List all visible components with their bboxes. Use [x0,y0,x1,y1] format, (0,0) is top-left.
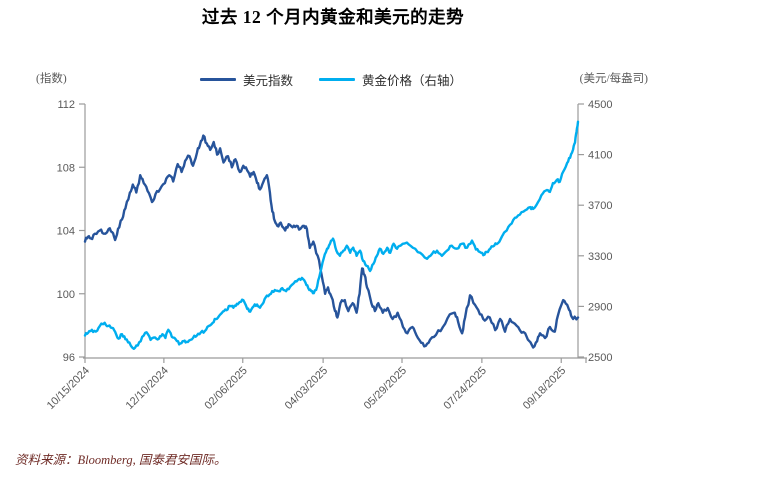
chart-title: 过去 12 个月内黄金和美元的走势 [201,7,465,27]
legend: 美元指数 黄金价格（右轴） [199,70,462,89]
usd-index-line-swatch [199,77,236,82]
legend-item-gold-price: 黄金价格（右轴） [319,70,462,89]
x-axis-tick-label: 07/24/2025 [442,365,489,412]
y-axis-right-tick-label: 4100 [588,150,612,162]
y-axis-left-tick-label: 100 [57,289,75,301]
y-axis-left-tick-label: 96 [63,352,75,364]
gold-price-line-swatch [319,77,355,82]
y-axis-right-tick-label: 3300 [588,251,612,263]
y-axis-right-tick-label: 2500 [588,352,612,364]
x-axis-tick-label: 12/10/2024 [124,365,171,412]
gold-price-line [83,120,580,350]
x-axis-tick-label: 02/06/2025 [202,365,249,412]
y-axis-left-tick-label: 112 [57,99,75,111]
right-axis-unit-label: (美元/每盎司) [579,73,648,85]
gold-price-legend-label: 黄金价格（右轴） [362,74,463,88]
usd-index-line [83,134,580,349]
y-axis-right-tick-label: 2900 [588,301,612,313]
x-axis-tick-label: 09/18/2025 [521,365,568,412]
y-axis-right-tick-label: 4500 [588,99,612,111]
x-axis-tick-label: 04/03/2025 [283,365,330,412]
usd-index-legend-label: 美元指数 [242,74,293,88]
y-axis-left-tick-label: 108 [57,162,75,174]
y-axis-right-tick-label: 3700 [588,200,612,212]
source-note: 资料来源：Bloomberg, 国泰君安国际。 [15,453,227,467]
legend-item-usd-index: 美元指数 [199,70,293,89]
y-axis-left-tick-label: 104 [57,226,75,238]
x-axis-tick-label: 10/15/2024 [45,365,92,412]
left-axis-unit-label: (指数) [36,73,67,85]
x-axis-tick-label: 05/29/2025 [362,365,409,412]
